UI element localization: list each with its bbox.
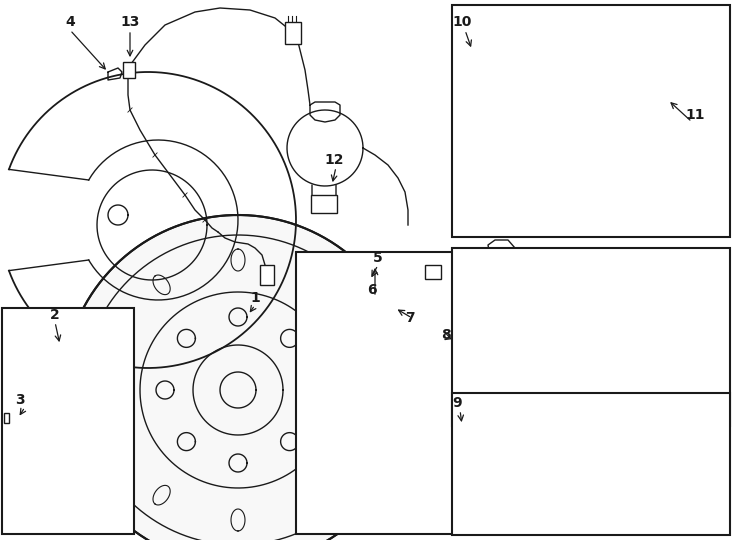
Text: 1: 1 [250,291,260,305]
Text: 2: 2 [50,308,60,322]
Text: 6: 6 [367,283,377,297]
Text: 11: 11 [686,108,705,122]
Polygon shape [462,256,582,373]
Polygon shape [470,25,532,140]
Bar [452,393,730,535]
Polygon shape [626,115,668,172]
Text: 10: 10 [452,15,472,29]
Bar [425,265,441,279]
Polygon shape [578,295,618,325]
Polygon shape [312,262,412,405]
Text: 13: 13 [120,15,139,29]
Polygon shape [595,445,623,475]
Text: 12: 12 [324,153,344,167]
Polygon shape [540,25,615,155]
Bar [260,265,274,285]
Polygon shape [626,38,668,96]
Text: 5: 5 [373,251,383,265]
Text: 4: 4 [65,15,75,29]
Bar [311,195,337,213]
Text: 9: 9 [452,396,462,410]
Bar [4,413,9,423]
Bar [285,22,301,44]
Text: 8: 8 [441,328,451,342]
Bar [123,62,135,78]
Bar [2,308,134,534]
Polygon shape [305,280,415,390]
Polygon shape [63,215,413,540]
Bar [296,252,488,534]
Text: 7: 7 [405,311,415,325]
Text: 3: 3 [15,393,25,407]
Bar [452,5,730,237]
Bar [452,248,730,426]
